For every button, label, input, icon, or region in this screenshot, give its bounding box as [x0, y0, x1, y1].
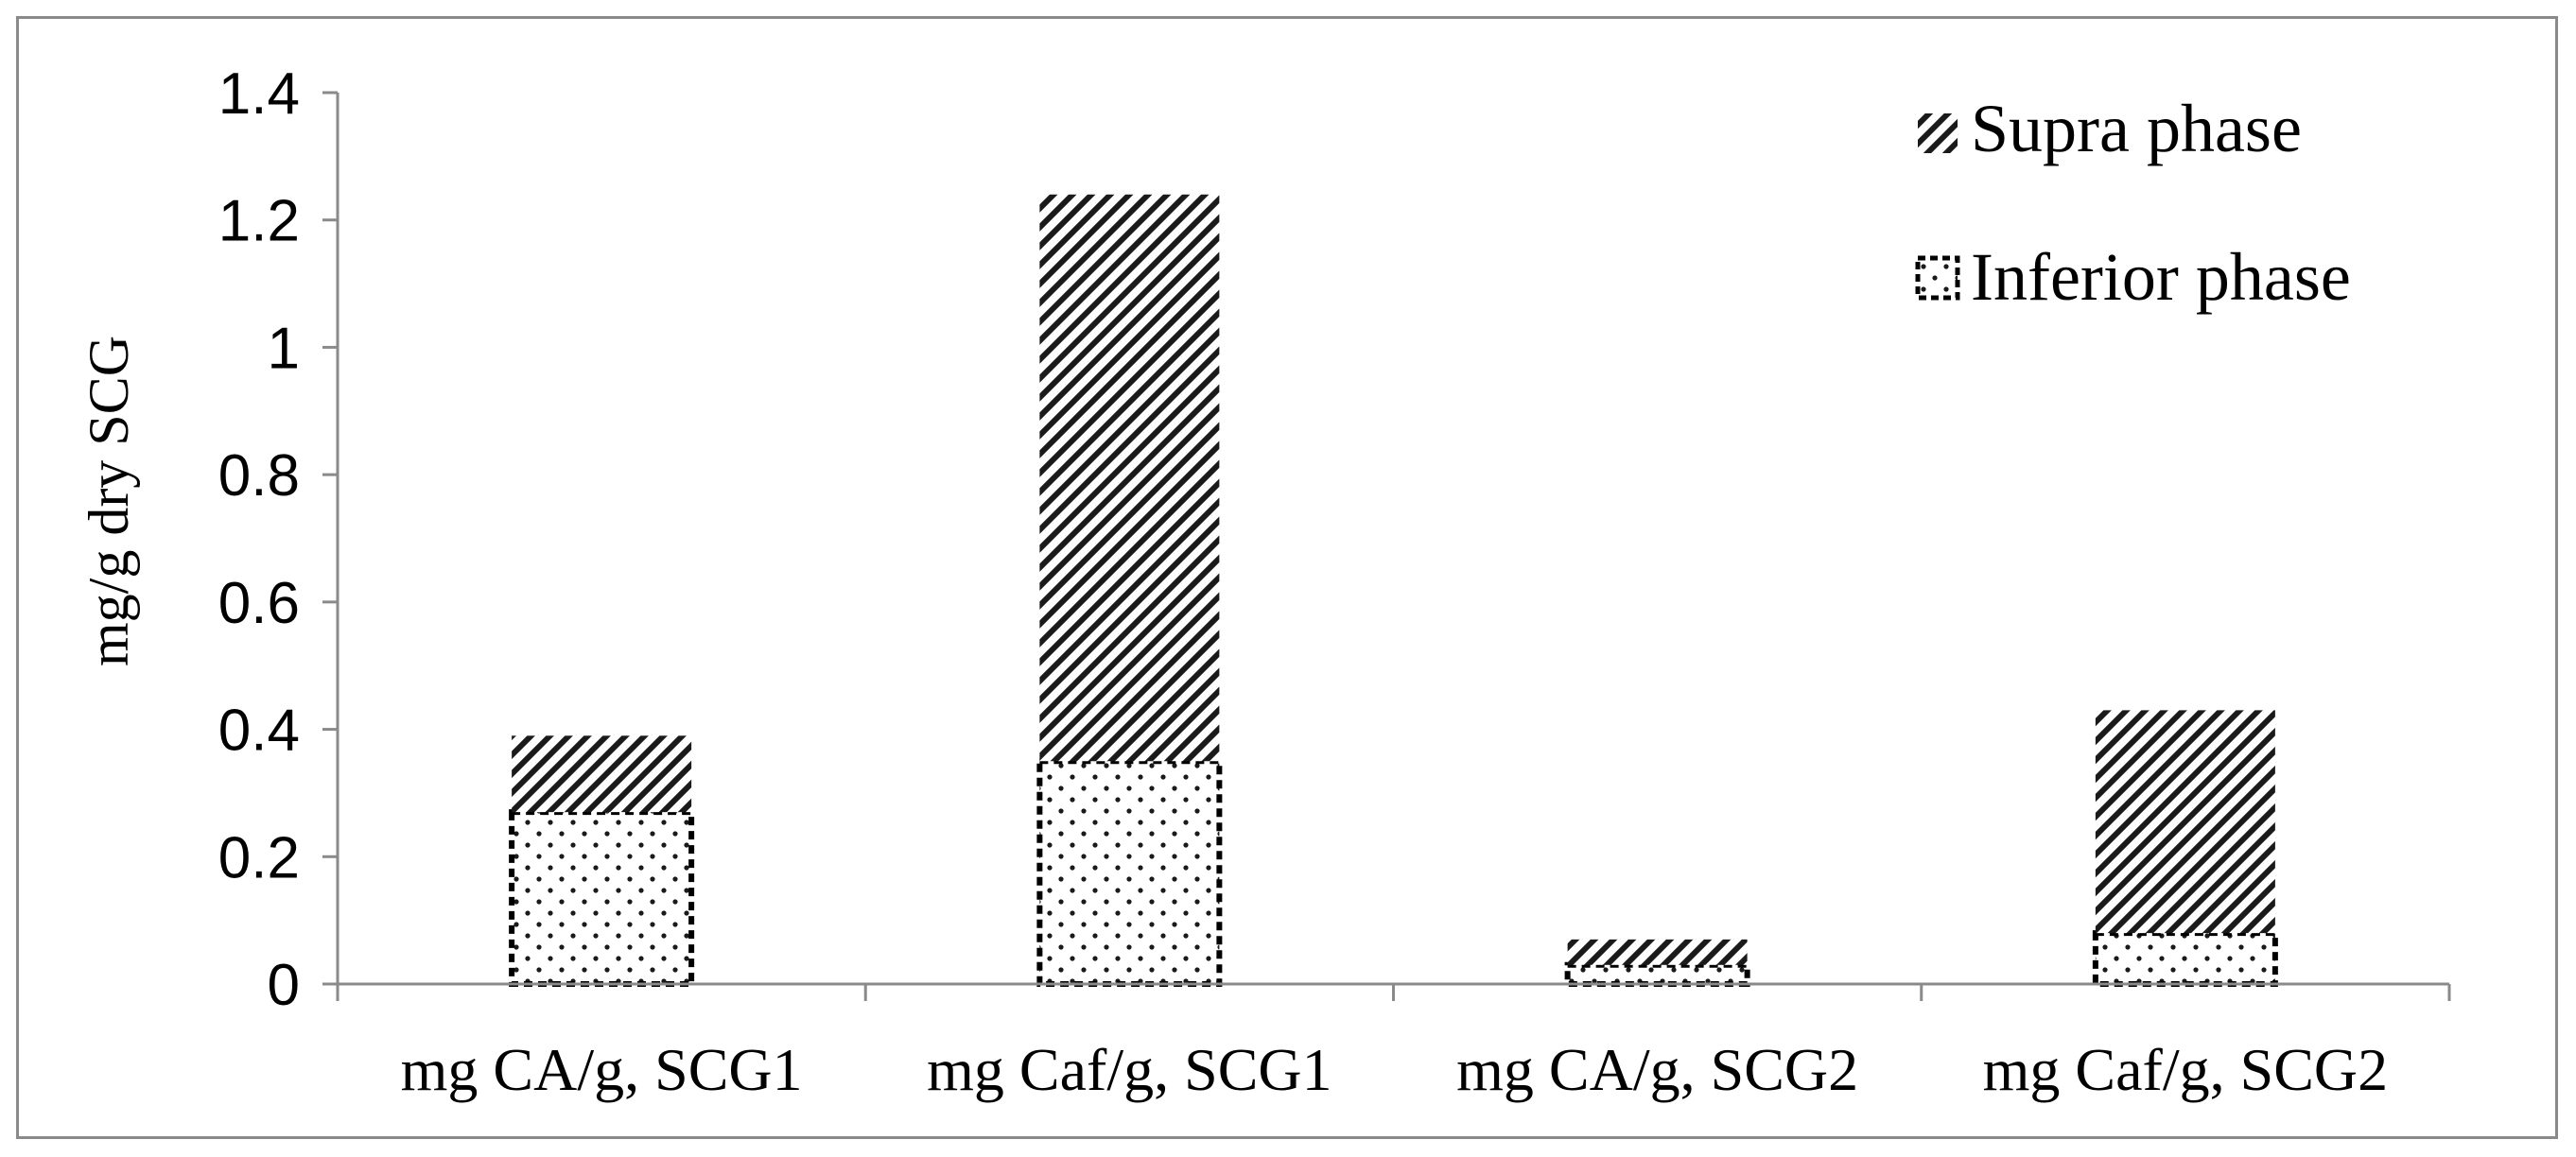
legend-label-inferior: Inferior phase — [1971, 239, 2351, 315]
bar-inferior-phase — [1036, 758, 1223, 987]
x-categories-layer: mg CA/g, SCG1 mg Caf/g, SCG1 mg CA/g, SCG2… — [336, 984, 2451, 1103]
bar-inferior-phase — [509, 809, 695, 988]
bar-supra-phase — [1567, 939, 1748, 965]
y-tick-label: 0 — [268, 953, 300, 1018]
y-tick-label: 0.6 — [218, 571, 300, 636]
x-category-label: mg Caf/g, SCG2 — [1983, 1036, 2388, 1103]
y-axis-label: mg/g dry SCG — [78, 336, 140, 666]
x-category-label: mg CA/g, SCG2 — [1456, 1036, 1858, 1103]
legend-swatch-supra — [1918, 113, 1958, 153]
legend-swatch-inferior — [1915, 255, 1960, 301]
legend-label-supra: Supra phase — [1971, 91, 2302, 166]
x-category-label: mg Caf/g, SCG1 — [927, 1036, 1332, 1103]
x-category-label: mg CA/g, SCG1 — [401, 1036, 803, 1103]
y-tick-label: 1.2 — [218, 189, 300, 254]
bars-layer — [509, 194, 2278, 988]
y-ticks-layer: 0 0.2 0.4 0.6 0.8 1 1.2 1.4 — [218, 61, 338, 1018]
bar-supra-phase — [2095, 710, 2275, 934]
bar-supra-phase — [1039, 194, 1220, 762]
y-tick-label: 1 — [268, 316, 300, 381]
legend: Supra phase Inferior phase — [1915, 91, 2351, 315]
bar-inferior-phase — [2092, 930, 2278, 987]
bar-inferior-phase — [1564, 961, 1750, 987]
y-tick-label: 1.4 — [218, 61, 300, 127]
y-tick-label: 0.2 — [218, 825, 300, 890]
y-tick-label: 0.8 — [218, 443, 300, 509]
y-tick-label: 0.4 — [218, 699, 300, 764]
bar-supra-phase — [512, 735, 692, 813]
